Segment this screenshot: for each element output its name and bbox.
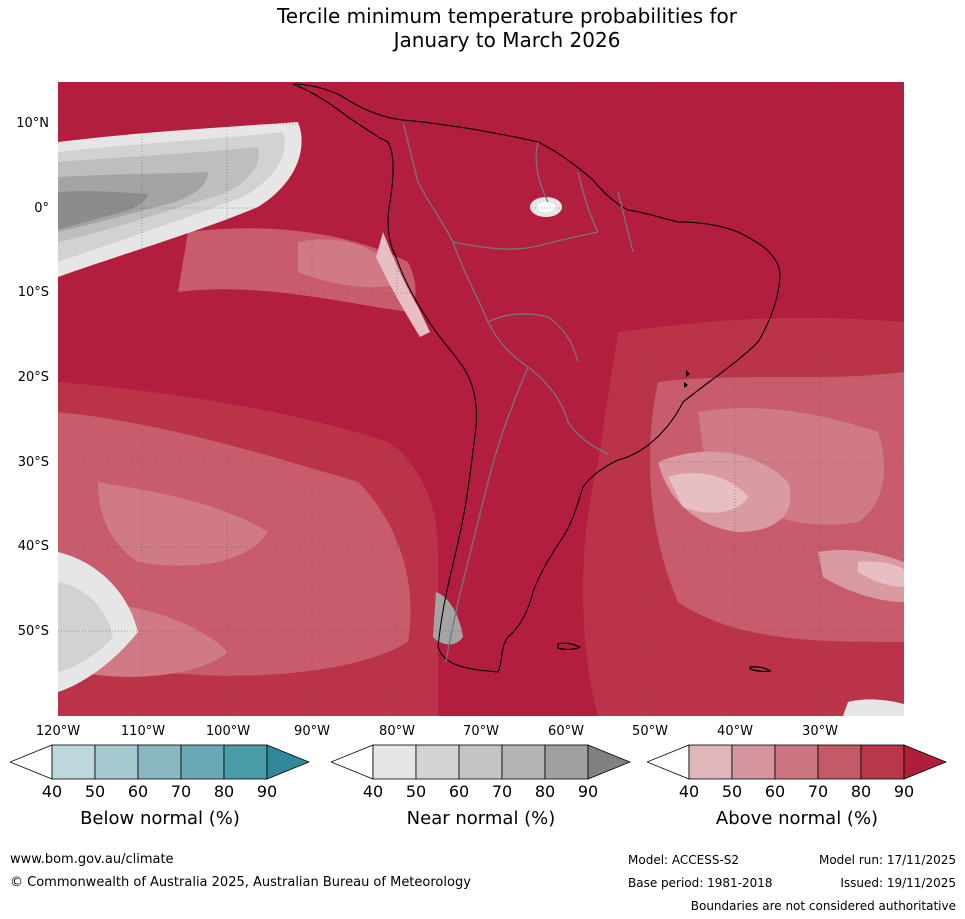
tick-above-90: 90 bbox=[893, 782, 915, 801]
lon-label-80w: 80°W bbox=[379, 724, 415, 739]
lat-label-20s: 20°S bbox=[17, 370, 49, 385]
lat-label-10s: 10°S bbox=[17, 285, 49, 300]
legend-near-normal: 40 50 60 70 80 90 bbox=[329, 744, 632, 801]
title-line-1: Tercile minimum temperature probabilitie… bbox=[276, 4, 738, 28]
lat-label-40s: 40°S bbox=[17, 539, 49, 554]
tick-below-70: 70 bbox=[170, 782, 192, 801]
tick-below-90: 90 bbox=[256, 782, 278, 801]
tick-below-50: 50 bbox=[84, 782, 106, 801]
tick-below-60: 60 bbox=[127, 782, 149, 801]
tick-above-80: 80 bbox=[850, 782, 872, 801]
tick-above-40: 40 bbox=[678, 782, 700, 801]
peru-coastal-band bbox=[376, 232, 430, 337]
lon-label-60w: 60°W bbox=[548, 724, 584, 739]
lon-label-70w: 70°W bbox=[463, 724, 499, 739]
legend-below-normal: 40 50 60 70 80 90 bbox=[8, 744, 311, 801]
map-panel bbox=[58, 82, 904, 716]
tick-below-40: 40 bbox=[41, 782, 63, 801]
lat-label-50s: 50°S bbox=[17, 624, 49, 639]
coastline bbox=[292, 83, 781, 673]
lon-label-110w: 110°W bbox=[120, 724, 166, 739]
lon-label-30w: 30°W bbox=[802, 724, 838, 739]
tick-near-60: 60 bbox=[448, 782, 470, 801]
south-america-landmass bbox=[292, 83, 781, 673]
issued-date: Issued: 19/11/2025 bbox=[840, 876, 956, 890]
tick-near-90: 90 bbox=[577, 782, 599, 801]
legend-title-above-normal: Above normal (%) bbox=[715, 808, 879, 829]
model-name: Model: ACCESS-S2 bbox=[628, 853, 740, 867]
tick-above-70: 70 bbox=[807, 782, 829, 801]
copyright: © Commonwealth of Australia 2025, Austra… bbox=[10, 875, 471, 890]
title-line-2: January to March 2026 bbox=[393, 28, 621, 52]
base-period: Base period: 1981-2018 bbox=[628, 876, 773, 890]
colorbar-above-normal bbox=[645, 744, 948, 780]
legend-above-normal: 40 50 60 70 80 90 bbox=[645, 744, 948, 801]
colorbar-near-normal bbox=[329, 744, 632, 780]
colorbar-below-normal bbox=[8, 744, 311, 780]
tick-above-50: 50 bbox=[721, 782, 743, 801]
lon-label-100w: 100°W bbox=[205, 724, 251, 739]
lat-label-0: 0° bbox=[34, 201, 49, 216]
lon-label-50w: 50°W bbox=[632, 724, 668, 739]
map-title: Tercile minimum temperature probabilitie… bbox=[0, 4, 965, 52]
tick-near-50: 50 bbox=[405, 782, 427, 801]
lat-label-30s: 30°S bbox=[17, 455, 49, 470]
tick-near-40: 40 bbox=[362, 782, 384, 801]
tick-near-70: 70 bbox=[491, 782, 513, 801]
legend-title-near-normal: Near normal (%) bbox=[406, 808, 556, 829]
model-run: Model run: 17/11/2025 bbox=[818, 853, 956, 867]
lat-label-10n: 10°N bbox=[16, 116, 49, 131]
above-normal-ocean-zones bbox=[58, 228, 904, 716]
tick-below-80: 80 bbox=[213, 782, 235, 801]
country-borders bbox=[402, 121, 634, 663]
tick-near-80: 80 bbox=[534, 782, 556, 801]
lon-label-90w: 90°W bbox=[294, 724, 330, 739]
tick-above-60: 60 bbox=[764, 782, 786, 801]
probability-map bbox=[58, 82, 904, 716]
lon-label-40w: 40°W bbox=[717, 724, 753, 739]
bom-url: www.bom.gov.au/climate bbox=[10, 852, 174, 867]
near-normal-zone bbox=[58, 122, 904, 716]
lon-label-120w: 120°W bbox=[35, 724, 81, 739]
boundaries-disclaimer: Boundaries are not considered authoritat… bbox=[690, 899, 956, 913]
graticule bbox=[58, 82, 904, 716]
legend-title-below-normal: Below normal (%) bbox=[80, 808, 240, 829]
